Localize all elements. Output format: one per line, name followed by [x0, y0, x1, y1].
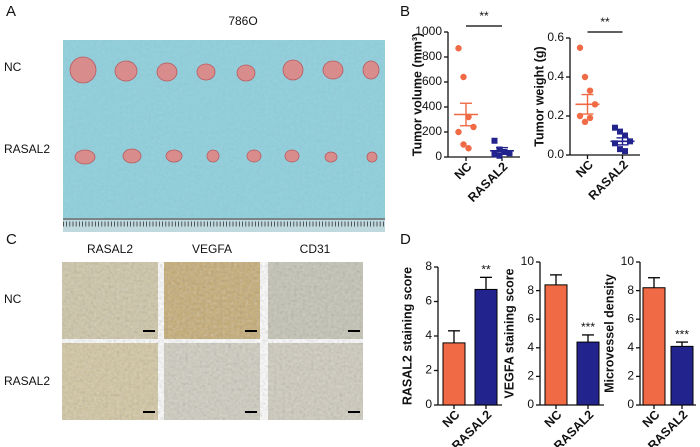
y-tick-label: 10: [521, 254, 535, 268]
y-tick-label: 4: [627, 340, 634, 354]
row-label: RASAL2: [4, 142, 50, 156]
significance: **: [600, 15, 610, 29]
column-label: RASAL2: [87, 242, 133, 256]
data-point: [501, 149, 508, 155]
y-tick-label: 10: [621, 254, 635, 268]
y-tick-label: 4: [527, 340, 534, 354]
y-tick-label: 1000: [415, 24, 442, 38]
data-point: [586, 114, 594, 122]
bar: [442, 342, 466, 406]
y-tick-label: 0: [425, 397, 432, 411]
row-label: NC: [4, 292, 22, 306]
data-point: [496, 152, 503, 159]
y-tick-label: 8: [527, 283, 534, 297]
data-point: [491, 137, 498, 144]
y-tick-label: 6: [627, 311, 634, 325]
y-tick-label: 4: [425, 328, 432, 342]
data-point: [581, 73, 589, 81]
data-point: [617, 146, 623, 153]
panel-letter: D: [400, 231, 411, 248]
data-point: [506, 150, 513, 157]
y-tick-label: 6: [527, 311, 534, 325]
y-tick-label: 0.2: [547, 108, 564, 122]
column-label: CD31: [300, 242, 331, 256]
data-point: [581, 118, 589, 126]
y-axis-label: RASAL2 staining score: [400, 267, 414, 405]
data-point: [612, 140, 618, 147]
column-label: VEGFA: [192, 242, 232, 256]
significance: **: [479, 9, 489, 23]
row-label: NC: [4, 60, 22, 74]
row-label: RASAL2: [4, 374, 50, 388]
panel-letter: B: [400, 3, 410, 20]
data-point: [576, 44, 584, 51]
y-axis-label: Tumor volume (mm³): [410, 33, 424, 156]
x-tick-label: RASAL2: [465, 160, 510, 205]
y-tick-label: 6: [425, 294, 432, 308]
panel-letter: A: [6, 3, 16, 20]
y-tick-label: 0: [527, 397, 534, 411]
data-point: [612, 124, 618, 131]
y-tick-label: 400: [422, 99, 442, 113]
data-point: [455, 45, 462, 52]
bar: [576, 341, 600, 406]
y-tick-label: 200: [422, 124, 442, 138]
y-tick-label: 2: [627, 369, 634, 383]
x-tick-label: NC: [440, 408, 463, 431]
y-tick-label: 0: [435, 149, 442, 163]
y-axis-label: Tumor weight (g): [532, 46, 546, 146]
y-tick-label: 600: [422, 74, 442, 88]
y-tick-label: 0.4: [547, 69, 564, 83]
panel-title: 786O: [228, 14, 257, 28]
data-point: [496, 146, 503, 153]
data-point: [617, 128, 623, 135]
panel-letter: C: [6, 231, 17, 248]
bar: [670, 345, 694, 406]
y-tick-label: 0: [627, 397, 634, 411]
y-tick-label: 0.0: [547, 147, 564, 161]
data-point: [460, 73, 467, 81]
y-axis-label: VEGFA staining score: [502, 268, 516, 398]
data-point: [455, 128, 462, 136]
x-tick-label: NC: [452, 160, 475, 183]
y-tick-label: 8: [627, 283, 634, 297]
data-point: [465, 145, 472, 152]
bar: [544, 284, 568, 406]
significance: ***: [581, 320, 595, 334]
bar: [642, 287, 666, 406]
y-tick-label: 8: [425, 259, 432, 273]
data-point: [622, 132, 628, 139]
bar: [474, 288, 498, 406]
y-tick-label: 2: [425, 363, 432, 377]
data-point: [460, 141, 467, 148]
ihc-images: [62, 262, 363, 420]
data-point: [470, 123, 477, 131]
x-tick-label: NC: [542, 408, 565, 431]
tumor-photo: [63, 40, 385, 232]
data-point: [622, 148, 628, 155]
data-point: [586, 87, 594, 94]
significance: ***: [675, 327, 689, 341]
data-point: [465, 113, 472, 121]
y-tick-label: 0.6: [547, 30, 564, 44]
y-tick-label: 800: [422, 49, 442, 63]
y-axis-label: Microvessel density: [602, 274, 616, 393]
data-point: [491, 151, 498, 158]
x-tick-label: NC: [573, 158, 596, 181]
y-tick-label: 2: [527, 369, 534, 383]
significance: **: [481, 263, 491, 277]
x-tick-label: NC: [640, 408, 663, 431]
